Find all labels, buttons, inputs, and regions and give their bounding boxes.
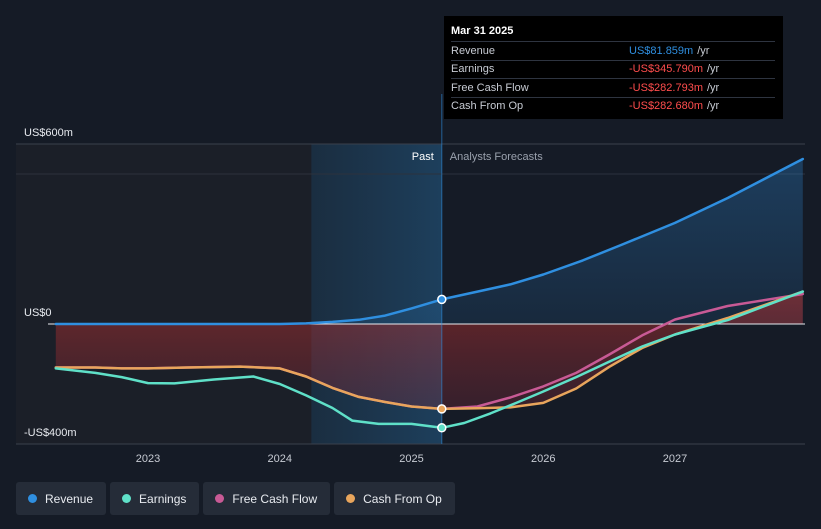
tooltip-row-revenue: Revenue US$81.859m /yr xyxy=(451,41,775,60)
legend-label: Revenue xyxy=(45,491,94,506)
tooltip-label: Earnings xyxy=(451,63,495,76)
tooltip-value: -US$282.680m xyxy=(629,100,703,113)
earnings-line xyxy=(54,290,805,430)
legend-item-cash-from-op[interactable]: Cash From Op xyxy=(334,482,455,515)
cash-from-op-dot-icon xyxy=(346,494,356,503)
tooltip-unit: /yr xyxy=(707,63,720,76)
x-axis-tick-label: 2025 xyxy=(399,453,423,465)
cash-from-op-marker xyxy=(437,404,447,414)
tooltip-label: Free Cash Flow xyxy=(451,81,529,94)
x-axis-tick-label: 2026 xyxy=(531,453,555,465)
free-cash-flow-dot-icon xyxy=(215,494,225,503)
tooltip-value: -US$282.793m xyxy=(629,81,703,94)
tooltip-value: US$81.859m xyxy=(629,44,694,57)
tooltip-label: Revenue xyxy=(451,44,496,57)
tooltip-row-free-cash-flow: Free Cash Flow -US$282.793m /yr xyxy=(451,78,775,97)
tooltip-unit: /yr xyxy=(707,81,720,94)
tooltip-value: -US$345.790m xyxy=(629,63,703,76)
x-axis-tick-label: 2023 xyxy=(136,453,160,465)
y-axis-label-bottom: -US$400m xyxy=(24,427,77,439)
forecast-label: Analysts Forecasts xyxy=(450,151,543,163)
tooltip-date: Mar 31 2025 xyxy=(451,25,514,37)
legend-label: Cash From Op xyxy=(363,491,442,506)
cash-from-op-area xyxy=(55,291,803,409)
legend-item-free-cash-flow[interactable]: Free Cash Flow xyxy=(203,482,331,515)
tooltip-row-earnings: Earnings -US$345.790m /yr xyxy=(451,59,775,79)
legend-label: Earnings xyxy=(139,491,187,506)
revenue-dot-icon xyxy=(28,494,37,503)
legend-item-revenue[interactable]: Revenue xyxy=(16,482,107,515)
tooltip-row-cash-from-op: Cash From Op -US$282.680m /yr xyxy=(451,96,775,116)
tooltip-label: Cash From Op xyxy=(451,100,524,113)
earnings-dot-icon xyxy=(122,494,132,503)
tooltip-unit: /yr xyxy=(707,100,720,113)
y-axis-label-top: US$600m xyxy=(24,127,73,139)
cash-from-op-line xyxy=(54,290,805,411)
legend-label: Free Cash Flow xyxy=(232,491,318,506)
legend: Revenue Earnings Free Cash Flow Cash Fro… xyxy=(16,482,455,515)
y-axis-label-zero: US$0 xyxy=(24,307,52,319)
x-axis-tick-label: 2024 xyxy=(268,453,292,465)
revenue-area xyxy=(55,159,803,324)
revenue-marker xyxy=(437,294,447,305)
past-label: Past xyxy=(412,151,434,163)
tooltip-unit: /yr xyxy=(697,44,710,57)
x-axis-tick-label: 2027 xyxy=(663,453,687,465)
revenue-line xyxy=(54,157,805,326)
legend-item-earnings[interactable]: Earnings xyxy=(110,482,200,515)
earnings-marker xyxy=(437,423,447,433)
tooltip: Mar 31 2025 Revenue US$81.859m /yr Earni… xyxy=(444,16,783,119)
